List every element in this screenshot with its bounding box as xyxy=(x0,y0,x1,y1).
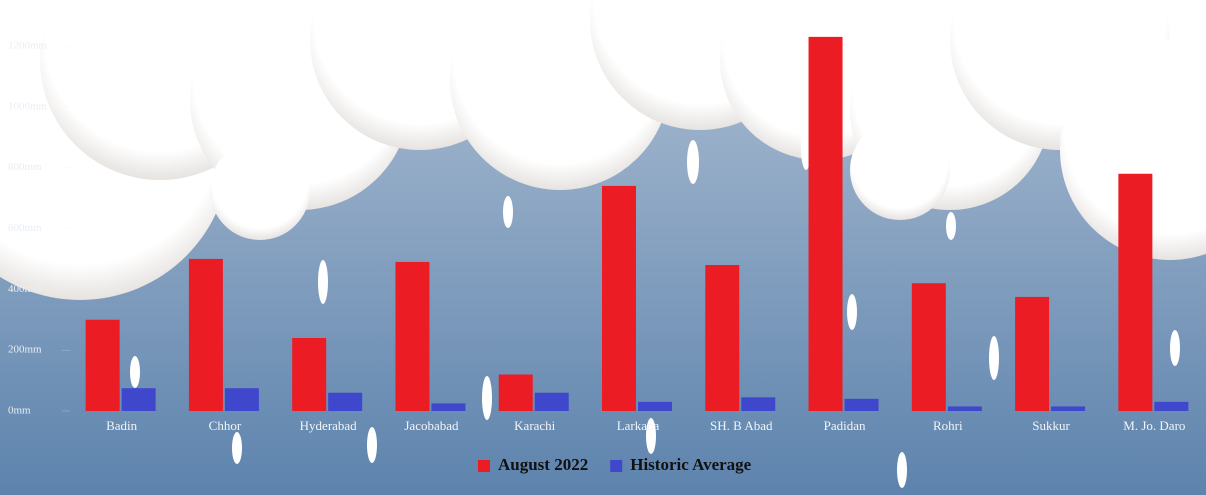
bar xyxy=(1118,173,1153,411)
bar xyxy=(224,388,259,411)
bar xyxy=(431,403,466,411)
bar xyxy=(395,261,430,411)
x-tick-label: Larkana xyxy=(617,418,660,433)
bar xyxy=(705,265,740,411)
clouds xyxy=(0,0,1206,300)
x-tick-label: Jacobabad xyxy=(404,418,459,433)
x-tick-label: Hyderabad xyxy=(300,418,358,433)
bar xyxy=(1154,401,1189,411)
bar xyxy=(602,185,636,411)
bar xyxy=(947,406,982,411)
x-tick-label: Chhor xyxy=(209,418,242,433)
x-tick-label: M. Jo. Daro xyxy=(1123,418,1185,433)
bar xyxy=(911,283,946,411)
y-tick-label: 600mm xyxy=(8,222,42,234)
x-tick-label: Karachi xyxy=(514,418,556,433)
y-tick-label: 800mm xyxy=(8,161,42,173)
bar xyxy=(1015,296,1050,411)
y-tick-label: 0mm xyxy=(8,405,31,417)
y-tick-label: 400mm xyxy=(8,283,42,295)
bar xyxy=(741,397,776,411)
x-tick-label: Sukkur xyxy=(1032,418,1070,433)
legend-swatch xyxy=(478,460,490,472)
legend-label: Historic Average xyxy=(630,455,751,474)
legend-label: August 2022 xyxy=(498,455,588,474)
x-tick-label: Badin xyxy=(106,418,138,433)
bar xyxy=(85,319,120,411)
bar xyxy=(292,338,327,411)
raindrops xyxy=(130,126,1180,488)
legend-swatch xyxy=(610,460,623,472)
bar xyxy=(844,398,879,411)
x-tick-label: Rohri xyxy=(933,418,963,433)
y-tick-label: 1000mm xyxy=(8,100,48,112)
x-tick-label: SH. B Abad xyxy=(710,418,773,433)
bar xyxy=(1051,406,1086,411)
bar xyxy=(534,392,569,411)
bar xyxy=(328,392,363,411)
bar xyxy=(188,258,223,411)
y-tick-label: 200mm xyxy=(8,344,42,356)
bar xyxy=(808,36,843,411)
legend: August 2022 Historic Average xyxy=(478,455,752,474)
y-tick-label: 1200mm xyxy=(8,40,48,52)
bar xyxy=(498,374,533,411)
bar xyxy=(638,401,672,411)
bar xyxy=(121,388,156,411)
x-tick-label: Padidan xyxy=(824,418,866,433)
